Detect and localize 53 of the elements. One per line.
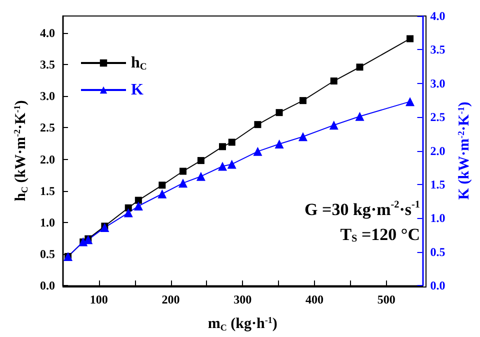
y2-tick-label: 2.0: [430, 144, 446, 158]
point: [274, 140, 284, 149]
point: [196, 172, 206, 181]
y-tick-label: 3.5: [40, 58, 55, 72]
legend-label: K: [131, 82, 144, 98]
y2-axis-title: K (kW·m-2·K-1): [456, 102, 472, 200]
y2-tick-label: 4.0: [430, 9, 446, 23]
y-tick-label: 4.0: [40, 26, 55, 40]
point: [227, 160, 236, 169]
point: [218, 162, 228, 171]
annotation: TS =120 °C: [340, 225, 420, 244]
y2-tick-label: 3.5: [430, 42, 446, 57]
x-tick-label: 300: [234, 292, 252, 306]
point: [298, 132, 308, 142]
y-tick-label: 2.5: [40, 120, 55, 135]
point: [406, 97, 415, 106]
y-tick-label: 1.5: [40, 184, 55, 198]
point: [124, 208, 133, 218]
point: [356, 64, 364, 71]
x-tick-label: 200: [162, 292, 180, 306]
y2-tick-label: 2.5: [430, 110, 446, 124]
point: [329, 120, 338, 130]
x-tick-label: 100: [90, 292, 108, 306]
point: [134, 196, 142, 204]
point: [158, 182, 166, 189]
x-tick-label: 400: [305, 292, 324, 306]
y-tick-label: 3.0: [40, 89, 55, 104]
y2-tick-label: 0.5: [430, 244, 446, 259]
y2-tick-label: 1.0: [430, 211, 446, 226]
point: [228, 138, 236, 146]
y-tick-label: 2.0: [40, 152, 55, 166]
y2-tick-label: 1.5: [430, 177, 446, 192]
point: [197, 157, 204, 164]
point: [276, 109, 283, 116]
x-tick-label: 500: [377, 292, 396, 306]
y2-tick-label: 0.0: [430, 278, 446, 292]
point: [406, 35, 414, 42]
y-tick-label: 0.5: [40, 246, 55, 261]
y-axis-title: hC (kW·m-2·K-1): [12, 100, 30, 202]
y2-tick-label: 3.0: [430, 76, 446, 90]
point: [299, 97, 306, 104]
point: [100, 223, 110, 232]
point: [330, 78, 338, 85]
point: [253, 146, 262, 156]
point: [158, 189, 167, 198]
point: [219, 143, 226, 150]
y-tick-label: 1.0: [40, 215, 55, 230]
point: [178, 178, 188, 188]
point: [355, 112, 364, 121]
point: [134, 201, 143, 210]
point: [179, 168, 186, 175]
point: [254, 121, 262, 128]
y-tick-label: 0.0: [40, 278, 55, 292]
